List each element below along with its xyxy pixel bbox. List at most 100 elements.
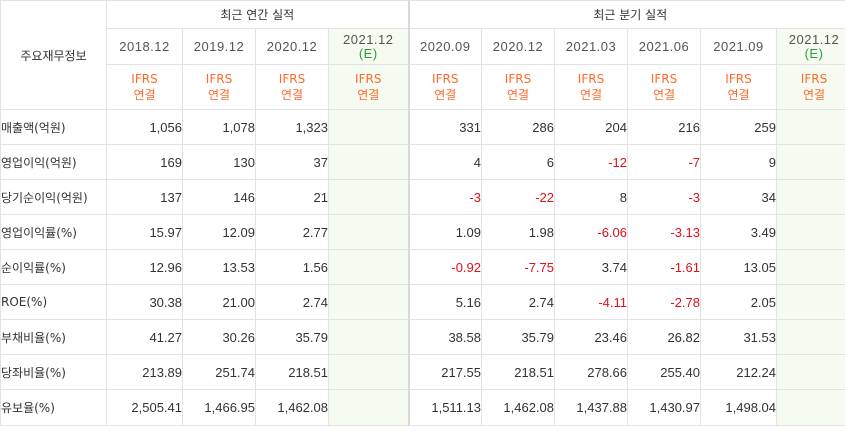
table-row: 당좌비율(%) 213.89 251.74 218.51 217.55 218.51 278… <box>0 354 845 390</box>
cell-value: 6 <box>481 144 555 180</box>
cell-value: 251.74 <box>182 354 256 390</box>
row-label: 당좌비율(%) <box>0 354 107 390</box>
cell-value: 1.09 <box>407 214 482 250</box>
financial-rows: 매출액(억원) 1,056 1,078 1,323 331 286 204 216 259 영업이… <box>0 109 845 426</box>
basis-scope: 연결 <box>652 88 676 102</box>
cell-value: -12 <box>554 144 628 180</box>
table-row: 영업이익(억원) 169 130 37 4 6 -12 -7 9 <box>0 144 845 180</box>
basis-standard: IFRS <box>725 72 752 86</box>
basis-scope: 연결 <box>280 88 304 102</box>
cell-value: 2.05 <box>700 284 777 320</box>
basis-standard: IFRS <box>278 72 306 86</box>
period-header: 2021.12 (E) <box>776 28 845 65</box>
cell-value: 1,078 <box>182 109 256 145</box>
cell-value: 8 <box>554 179 628 215</box>
accounting-basis: IFRS 연결 <box>328 64 409 110</box>
cell-value <box>328 109 409 145</box>
cell-value: 26.82 <box>627 319 701 355</box>
period-label: 2020.09 <box>420 38 471 54</box>
period-header: 2021.06 <box>627 28 701 65</box>
period-header: 2021.03 <box>554 28 628 65</box>
cell-value <box>328 284 409 320</box>
cell-value <box>328 214 409 250</box>
cell-value <box>328 389 409 426</box>
cell-value: 1,466.95 <box>182 389 256 426</box>
period-label: 2018.12 <box>119 38 170 54</box>
cell-value: -6.06 <box>554 214 628 250</box>
row-label: 영업이익(억원) <box>0 144 107 180</box>
cell-value: 1.56 <box>255 249 329 285</box>
cell-value <box>776 179 845 215</box>
cell-value: 12.09 <box>182 214 256 250</box>
cell-value: 30.26 <box>182 319 256 355</box>
cell-value <box>328 179 409 215</box>
row-label: 유보율(%) <box>0 389 107 426</box>
cell-value: 2,505.41 <box>106 389 183 426</box>
estimate-marker: (E) <box>358 45 378 61</box>
cell-value: -0.92 <box>407 249 482 285</box>
basis-standard: IFRS <box>800 72 828 86</box>
row-label: 부채비율(%) <box>0 319 107 355</box>
cell-value: 15.97 <box>106 214 183 250</box>
cell-value: 1,323 <box>255 109 329 145</box>
basis-scope: 연결 <box>802 88 826 102</box>
table-row: ROE(%) 30.38 21.00 2.74 5.16 2.74 -4.11 -2.78 2.… <box>0 284 845 320</box>
accounting-basis: IFRS 연결 <box>481 64 555 110</box>
cell-value: 1.98 <box>481 214 555 250</box>
row-header-title: 주요재무정보 <box>0 0 107 110</box>
cell-value: 1,430.97 <box>627 389 701 426</box>
table-row: 당기순이익(억원) 137 146 21 -3 -22 8 -3 34 <box>0 179 845 215</box>
cell-value: 12.96 <box>106 249 183 285</box>
cell-value: 204 <box>554 109 628 145</box>
cell-value: 41.27 <box>106 319 183 355</box>
cell-value: -4.11 <box>554 284 628 320</box>
period-header-row: 2018.12 2019.12 2020.12 2021.12 (E) 2020.09 20… <box>1 28 845 65</box>
accounting-basis: IFRS 연결 <box>255 64 329 110</box>
cell-value: 13.05 <box>700 249 777 285</box>
cell-value: -1.61 <box>627 249 701 285</box>
cell-value: 4 <box>407 144 482 180</box>
table-row: 영업이익률(%) 15.97 12.09 2.77 1.09 1.98 -6.06 -3.13… <box>0 214 845 250</box>
cell-value: 146 <box>182 179 256 215</box>
cell-value: 3.49 <box>700 214 777 250</box>
cell-value: 255.40 <box>627 354 701 390</box>
cell-value: 35.79 <box>255 319 329 355</box>
basis-standard: IFRS <box>504 72 532 86</box>
period-label: 2021.06 <box>638 38 690 54</box>
cell-value <box>328 354 409 390</box>
cell-value <box>328 249 409 285</box>
table-row: 매출액(억원) 1,056 1,078 1,323 331 286 204 216 259 <box>0 109 845 145</box>
cell-value: 213.89 <box>106 354 183 390</box>
cell-value: 3.74 <box>554 249 628 285</box>
basis-standard: IFRS <box>432 72 459 86</box>
row-label: 영업이익률(%) <box>0 214 107 250</box>
cell-value: 1,511.13 <box>407 389 482 426</box>
cell-value: -22 <box>481 179 555 215</box>
accounting-basis: IFRS 연결 <box>554 64 628 110</box>
cell-value <box>776 319 845 355</box>
cell-value: 30.38 <box>106 284 183 320</box>
basis-scope: 연결 <box>727 88 750 102</box>
cell-value: 21 <box>255 179 329 215</box>
row-label: 매출액(억원) <box>0 109 107 145</box>
cell-value: 278.66 <box>554 354 628 390</box>
period-header: 2020.09 <box>407 28 482 65</box>
cell-value: 1,437.88 <box>554 389 628 426</box>
cell-value: -7 <box>627 144 701 180</box>
period-label: 2021.12 <box>788 31 840 47</box>
accounting-basis: IFRS 연결 <box>182 64 256 110</box>
basis-scope: 연결 <box>133 88 156 102</box>
cell-value: 31.53 <box>700 319 777 355</box>
basis-scope: 연결 <box>579 88 603 102</box>
cell-value: 2.74 <box>481 284 555 320</box>
quarterly-group-header: 최근 분기 실적 <box>407 0 845 29</box>
table-row: 부채비율(%) 41.27 30.26 35.79 38.58 35.79 23.46 26.… <box>0 319 845 355</box>
cell-value: 1,462.08 <box>481 389 555 426</box>
cell-value: 217.55 <box>407 354 482 390</box>
cell-value: 212.24 <box>700 354 777 390</box>
period-header: 2018.12 <box>106 28 183 65</box>
cell-value: 1,056 <box>106 109 183 145</box>
period-label: 2019.12 <box>193 38 245 54</box>
cell-value: -3 <box>627 179 701 215</box>
cell-value: 13.53 <box>182 249 256 285</box>
